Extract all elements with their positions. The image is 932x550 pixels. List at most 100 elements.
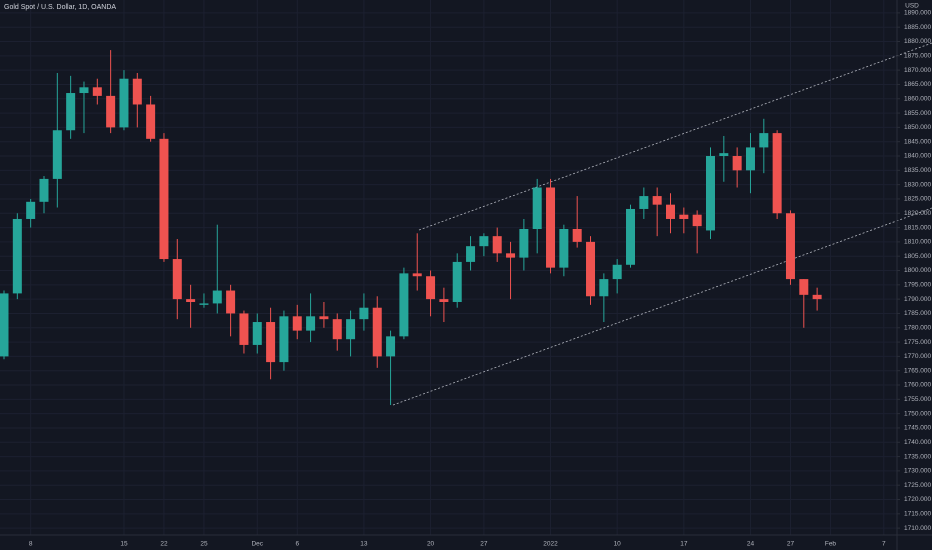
candle-body [186, 299, 196, 302]
channel-upper [418, 42, 932, 231]
x-tick-label: Feb [825, 541, 837, 548]
candle-body [226, 290, 236, 314]
candle-body [306, 316, 316, 331]
candle-body [479, 236, 489, 247]
candle-body [639, 196, 649, 209]
x-tick-label: 7 [882, 541, 886, 548]
candle-body [212, 290, 222, 304]
candle-body [466, 246, 476, 262]
candle-body [386, 336, 396, 357]
x-tick-label: 15 [120, 541, 128, 548]
candle-body [399, 273, 409, 337]
candle-body [492, 236, 502, 254]
candle-body [66, 93, 76, 131]
y-tick-label: 1855.000 [904, 110, 931, 117]
y-tick-label: 1875.000 [904, 53, 931, 60]
candle-body [572, 228, 582, 242]
candle-body [159, 138, 169, 260]
candle-body [772, 133, 782, 214]
candle-body [79, 87, 89, 94]
y-tick-label: 1800.000 [904, 267, 931, 274]
y-tick-label: 1760.000 [904, 382, 931, 389]
y-tick-label: 1835.000 [904, 167, 931, 174]
candle-body [612, 264, 622, 280]
candle-body [319, 316, 329, 320]
candle-body [426, 276, 436, 300]
candle-body [626, 208, 636, 265]
candle-body [346, 319, 356, 340]
x-tick-label: 13 [360, 541, 368, 548]
candle-body [239, 313, 249, 345]
grid [0, 0, 897, 535]
candle-body [292, 316, 302, 331]
candle-body [332, 319, 342, 340]
x-tick-label: 6 [295, 541, 299, 548]
candle-body [719, 153, 729, 157]
y-tick-label: 1805.000 [904, 253, 931, 260]
x-tick-label: 22 [160, 541, 168, 548]
y-tick-label: 1755.000 [904, 396, 931, 403]
candle-body [812, 294, 822, 300]
axes: 1710.000 1715.000 1720.000 1725.000 1730.000… [29, 10, 932, 548]
candle-body [532, 187, 542, 229]
candle-body [705, 156, 715, 231]
candle-body [39, 178, 49, 202]
x-tick-label: 17 [680, 541, 688, 548]
candle-body [506, 253, 516, 258]
candle-body [132, 78, 142, 105]
y-tick-label: 1730.000 [904, 468, 931, 475]
candle-body [439, 299, 449, 302]
y-tick-label: 1795.000 [904, 282, 931, 289]
y-tick-label: 1880.000 [904, 38, 931, 45]
candle-body [745, 147, 755, 171]
y-tick-label: 1790.000 [904, 296, 931, 303]
candle-body [199, 303, 209, 305]
y-tick-label: 1815.000 [904, 224, 931, 231]
candle-body [146, 104, 156, 139]
candle-body [12, 218, 22, 294]
x-tick-label: 27 [480, 541, 488, 548]
y-tick-label: 1860.000 [904, 95, 931, 102]
candle-body [799, 279, 809, 295]
y-tick-label: 1780.000 [904, 324, 931, 331]
y-tick-label: 1765.000 [904, 367, 931, 374]
x-tick-label: 25 [200, 541, 208, 548]
y-tick-label: 1810.000 [904, 239, 931, 246]
x-tick-label: 27 [787, 541, 795, 548]
candle-body [652, 196, 662, 205]
candle-body [252, 322, 262, 345]
candle-body [92, 87, 102, 96]
x-tick-label: 2022 [543, 541, 558, 548]
x-tick-label: 24 [747, 541, 755, 548]
candle-body [559, 228, 569, 268]
candle-body [519, 228, 529, 258]
y-tick-label: 1890.000 [904, 10, 931, 17]
x-tick-label: 10 [614, 541, 622, 548]
y-tick-label: 1715.000 [904, 511, 931, 518]
candle-body [452, 261, 462, 302]
y-tick-label: 1870.000 [904, 67, 931, 74]
y-tick-label: 1830.000 [904, 181, 931, 188]
y-tick-label: 1725.000 [904, 482, 931, 489]
x-tick-label: 8 [29, 541, 33, 548]
y-tick-label: 1825.000 [904, 196, 931, 203]
y-tick-label: 1750.000 [904, 410, 931, 417]
candle-body [106, 95, 116, 128]
x-tick-label: Dec [251, 541, 263, 548]
candle-body [692, 214, 702, 227]
candle-body [279, 316, 289, 363]
y-tick-label: 1720.000 [904, 496, 931, 503]
candles [0, 50, 822, 406]
y-tick-label: 1735.000 [904, 453, 931, 460]
candle-body [372, 307, 382, 357]
y-tick-label: 1850.000 [904, 124, 931, 131]
candle-body [586, 241, 596, 297]
candle-body [546, 187, 556, 268]
candle-body [599, 279, 609, 297]
candle-body [172, 259, 182, 300]
y-tick-label: 1885.000 [904, 24, 931, 31]
y-tick-label: 1745.000 [904, 425, 931, 432]
chart-title: Gold Spot / U.S. Dollar, 1D, OANDA [4, 4, 116, 11]
